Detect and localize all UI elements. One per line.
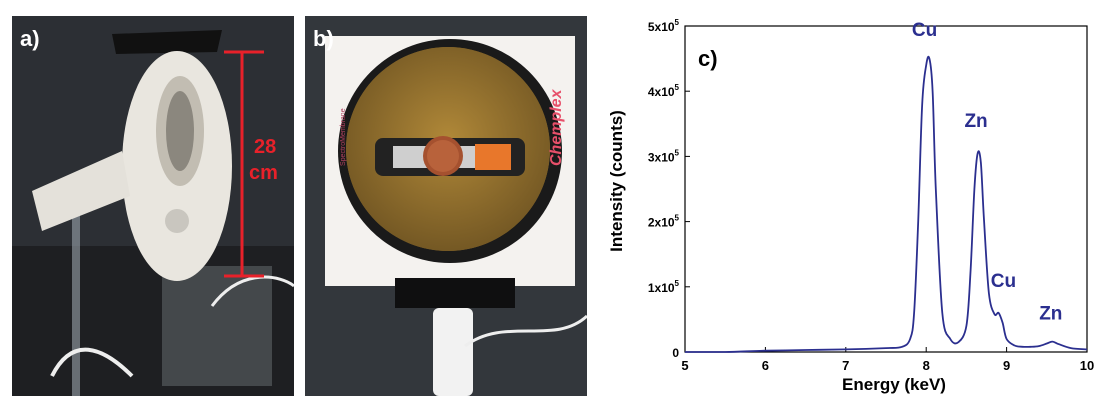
photo-panel-b: Chemplex SpectroMembrane b) [305,16,587,396]
y-tick-label: 0 [672,346,679,360]
spectrum-line [685,55,1088,353]
y-tick-label: 2x105 [648,214,680,230]
x-tick-label: 7 [842,358,849,373]
panel-a-label: a) [20,26,40,51]
instrument-photo [12,16,294,396]
y-axis-label: Intensity (counts) [607,110,626,252]
y-tick-label: 4x105 [648,83,680,99]
x-tick-label: 8 [923,358,930,373]
panel-b-label: b) [313,26,334,51]
peak-label: Zn [964,111,987,132]
x-tick-label: 10 [1080,358,1094,373]
x-tick-label: 9 [1003,358,1010,373]
plot-frame [684,25,1088,353]
spectrum-chart-panel: 0 1x105 2x105 3x105 4x105 5x105 5 6 7 8 9 10 Cu Zn C… [598,16,1094,396]
peak-label: Zn [1039,303,1062,324]
peak-annotations: Cu Zn Cu Zn [912,20,1063,325]
y-tick-labels: 0 1x105 2x105 3x105 4x105 5x105 [648,18,690,360]
x-tick-label: 5 [681,358,688,373]
y-tick-label: 3x105 [648,148,680,164]
membrane-label: SpectroMembrane [340,108,347,166]
peak-label: Cu [991,271,1016,292]
x-axis-label: Energy (keV) [842,375,946,394]
x-tick-label: 6 [762,358,769,373]
y-tick-label: 5x105 [648,18,680,34]
measurement-value: 28 [254,136,277,158]
panel-c-label: c) [698,46,718,71]
peak-label: Cu [912,20,937,41]
photo-panel-a: a) 28 cm [12,16,294,396]
measurement-unit: cm [249,162,278,184]
y-tick-label: 1x105 [648,279,680,295]
chemplex-label: Chemplex [548,88,565,166]
sample-holder-photo: Chemplex SpectroMembrane [305,16,587,396]
